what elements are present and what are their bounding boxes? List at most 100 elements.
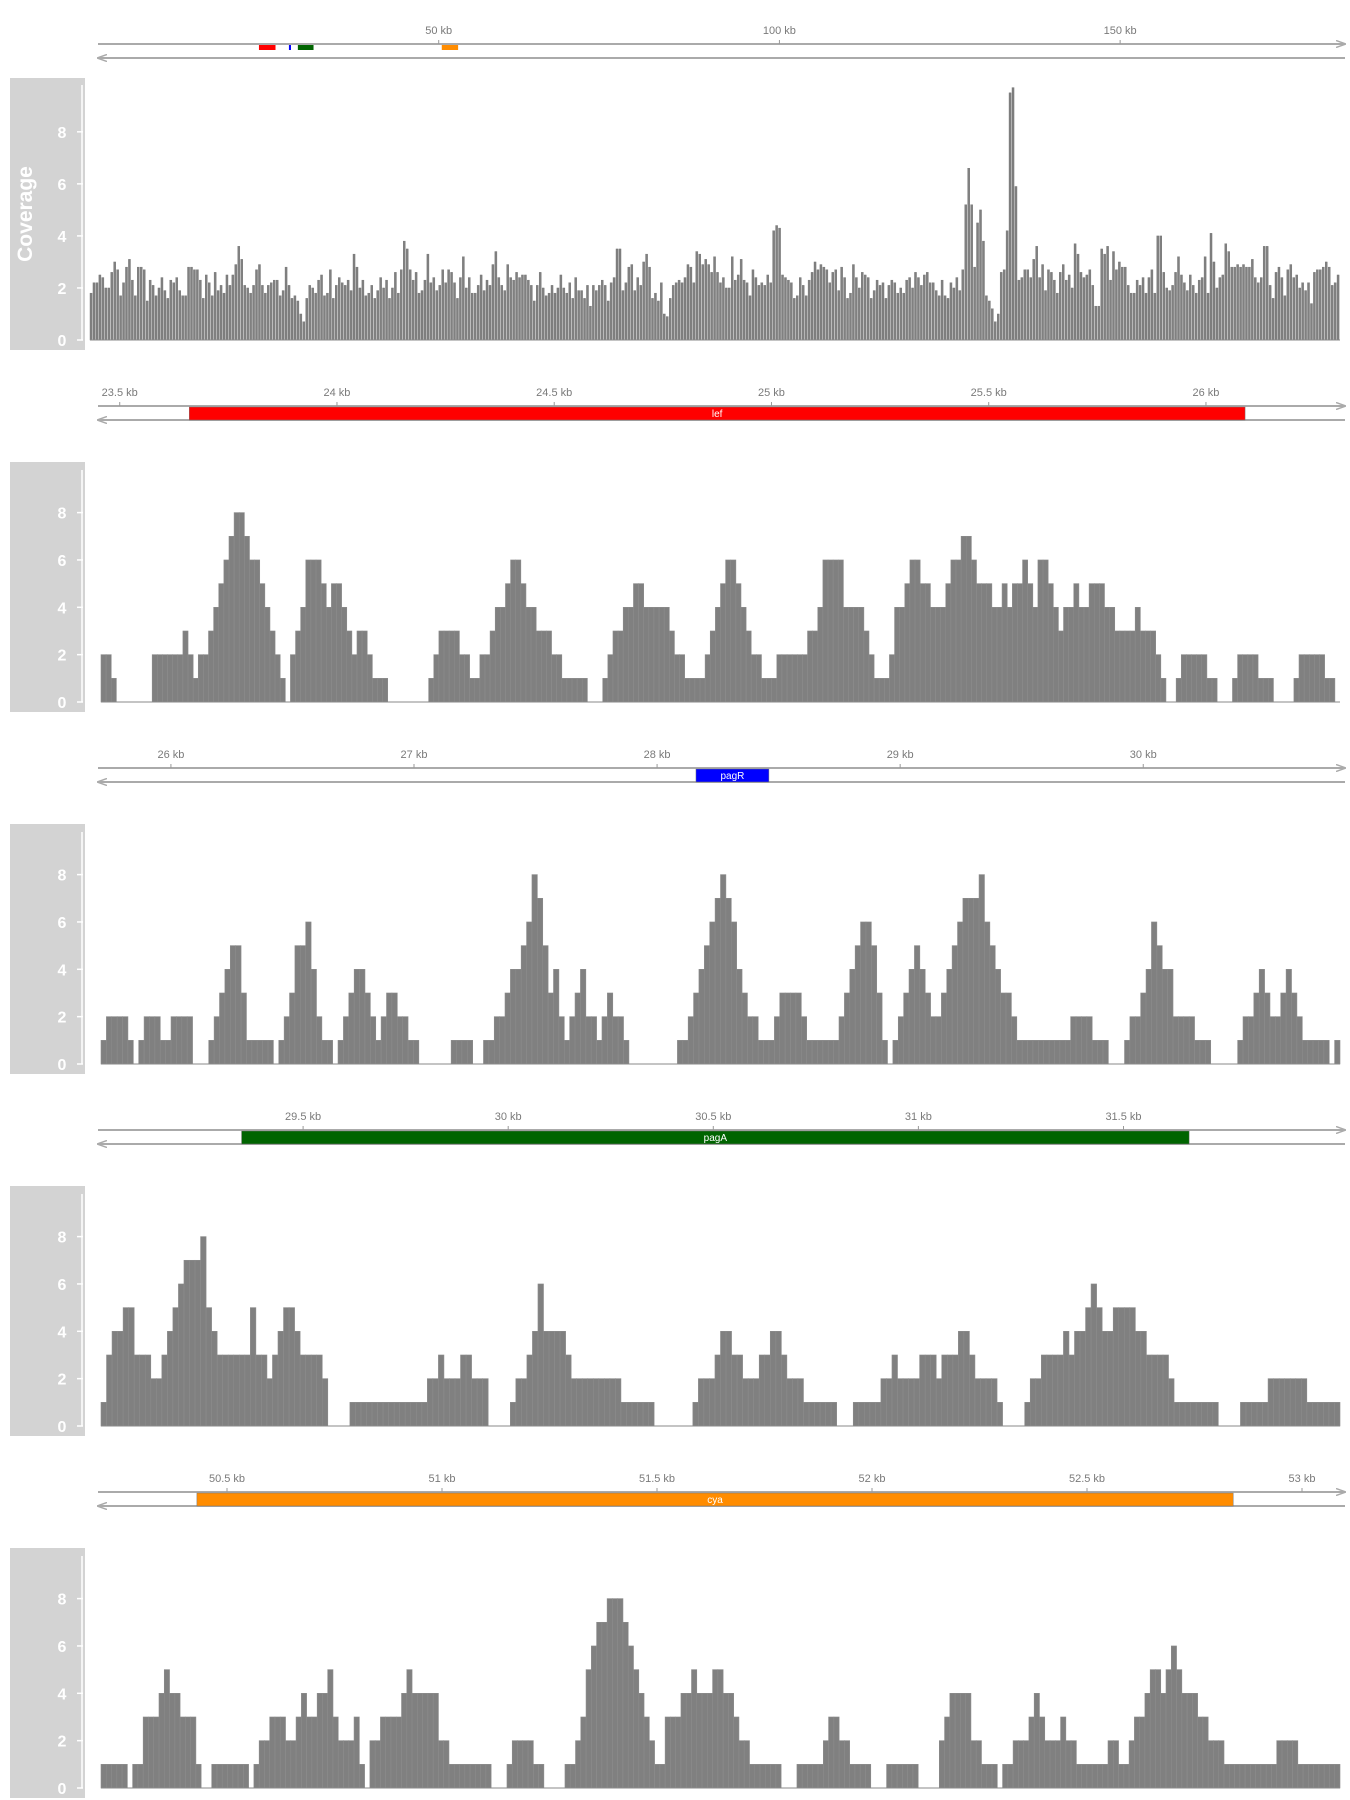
coverage-bar bbox=[566, 678, 573, 703]
coverage-bar bbox=[585, 1669, 592, 1789]
coverage-bar bbox=[308, 285, 311, 341]
coverage-bar bbox=[541, 630, 547, 703]
coverage-bar bbox=[511, 1740, 518, 1789]
coverage-bar bbox=[525, 607, 532, 703]
coverage-bar bbox=[1188, 1016, 1195, 1065]
coverage-bar bbox=[1190, 1402, 1197, 1427]
coverage-bar bbox=[438, 1740, 444, 1789]
coverage-bar bbox=[811, 1040, 818, 1065]
coverage-bar bbox=[781, 1354, 788, 1427]
coverage-bar bbox=[287, 285, 291, 341]
coverage-bar bbox=[158, 1693, 165, 1789]
coverage-bar bbox=[228, 285, 232, 341]
coverage-bar bbox=[926, 272, 929, 341]
coverage-bar bbox=[1301, 282, 1304, 341]
coverage-bar bbox=[1218, 277, 1222, 341]
coverage-bar bbox=[612, 1598, 618, 1789]
coverage-bar bbox=[919, 969, 926, 1065]
coverage-bar bbox=[893, 282, 897, 341]
coverage-bar bbox=[606, 300, 610, 341]
coverage-bar bbox=[1027, 1040, 1034, 1065]
y-tick-label: 6 bbox=[58, 1639, 67, 1656]
coverage-bar bbox=[1001, 583, 1008, 703]
axis-tick-label: 52.5 kb bbox=[1069, 1473, 1105, 1485]
coverage-bar bbox=[469, 1764, 476, 1789]
coverage-bar bbox=[453, 282, 456, 341]
coverage-bar bbox=[250, 1307, 257, 1427]
coverage-bar bbox=[843, 607, 849, 703]
coverage-bar bbox=[864, 274, 867, 341]
coverage-bar bbox=[144, 1354, 152, 1427]
coverage-bar bbox=[1074, 1331, 1081, 1427]
coverage-bar bbox=[869, 298, 873, 341]
coverage-bar bbox=[843, 277, 846, 341]
coverage-bar bbox=[960, 1693, 966, 1789]
coverage-bar bbox=[576, 678, 583, 703]
coverage-bar bbox=[1012, 1740, 1019, 1789]
coverage-bar bbox=[994, 321, 997, 341]
coverage-bar bbox=[1207, 1740, 1214, 1789]
coverage-bar bbox=[360, 1402, 367, 1427]
coverage-bar bbox=[1323, 1764, 1330, 1789]
coverage-bar bbox=[167, 654, 173, 703]
coverage-bar bbox=[837, 559, 844, 703]
coverage-bar bbox=[664, 1716, 671, 1789]
coverage-bar bbox=[1024, 1402, 1031, 1427]
coverage-bar bbox=[908, 277, 911, 341]
coverage-bar bbox=[1104, 607, 1110, 703]
coverage-bar bbox=[474, 678, 481, 703]
coverage-bar bbox=[973, 266, 976, 341]
coverage-bar bbox=[543, 1331, 550, 1427]
coverage-bar bbox=[902, 292, 905, 341]
coverage-bar bbox=[741, 992, 748, 1065]
coverage-bar bbox=[1112, 251, 1115, 341]
coverage-bar bbox=[1186, 1693, 1193, 1789]
coverage-bar bbox=[848, 607, 854, 703]
coverage-bar bbox=[964, 204, 967, 341]
coverage-bar bbox=[1162, 1354, 1169, 1427]
coverage-bar bbox=[986, 583, 993, 703]
coverage-bar bbox=[1303, 654, 1310, 703]
coverage-bar bbox=[878, 285, 882, 341]
coverage-bar bbox=[908, 969, 915, 1065]
coverage-bar bbox=[237, 1764, 244, 1789]
axis-tick-label: 150 kb bbox=[1104, 25, 1137, 37]
coverage-bar bbox=[985, 295, 988, 341]
gene-feature-pagR bbox=[695, 768, 770, 783]
coverage-bar bbox=[1325, 261, 1328, 341]
coverage-bar bbox=[720, 874, 727, 1065]
coverage-bar bbox=[397, 292, 400, 341]
coverage-bar bbox=[1016, 1040, 1023, 1065]
coverage-bar bbox=[871, 945, 878, 1065]
coverage-bar bbox=[828, 1716, 835, 1789]
coverage-bar bbox=[353, 1716, 360, 1789]
coverage-bar bbox=[853, 607, 860, 703]
coverage-bar bbox=[385, 279, 388, 341]
coverage-bar bbox=[332, 1716, 339, 1789]
coverage-bar bbox=[187, 654, 194, 703]
y-tick-label: 6 bbox=[58, 1277, 67, 1294]
coverage-bar bbox=[553, 292, 557, 341]
coverage-bar bbox=[377, 678, 383, 703]
coverage-bar bbox=[569, 1764, 576, 1789]
coverage-bar bbox=[349, 1402, 356, 1427]
coverage-bar bbox=[153, 1716, 160, 1789]
coverage-bar bbox=[930, 1016, 937, 1065]
coverage-bar bbox=[813, 261, 817, 341]
coverage-bar bbox=[1265, 1764, 1272, 1789]
coverage-bar bbox=[698, 253, 702, 341]
axis-tick-label: 29 kb bbox=[887, 749, 914, 761]
coverage-bar bbox=[615, 1378, 622, 1427]
coverage-bar bbox=[100, 654, 107, 703]
coverage-bar bbox=[691, 1669, 698, 1789]
coverage-bar bbox=[273, 279, 276, 341]
coverage-bar bbox=[420, 290, 424, 341]
coverage-bar bbox=[745, 630, 752, 703]
coverage-bar bbox=[1005, 230, 1009, 341]
coverage-bar bbox=[636, 277, 639, 341]
gene-label-cya: cya bbox=[707, 1495, 723, 1506]
coverage-bar bbox=[786, 654, 793, 703]
coverage-bar bbox=[1008, 92, 1012, 341]
coverage-bar bbox=[969, 1354, 976, 1427]
